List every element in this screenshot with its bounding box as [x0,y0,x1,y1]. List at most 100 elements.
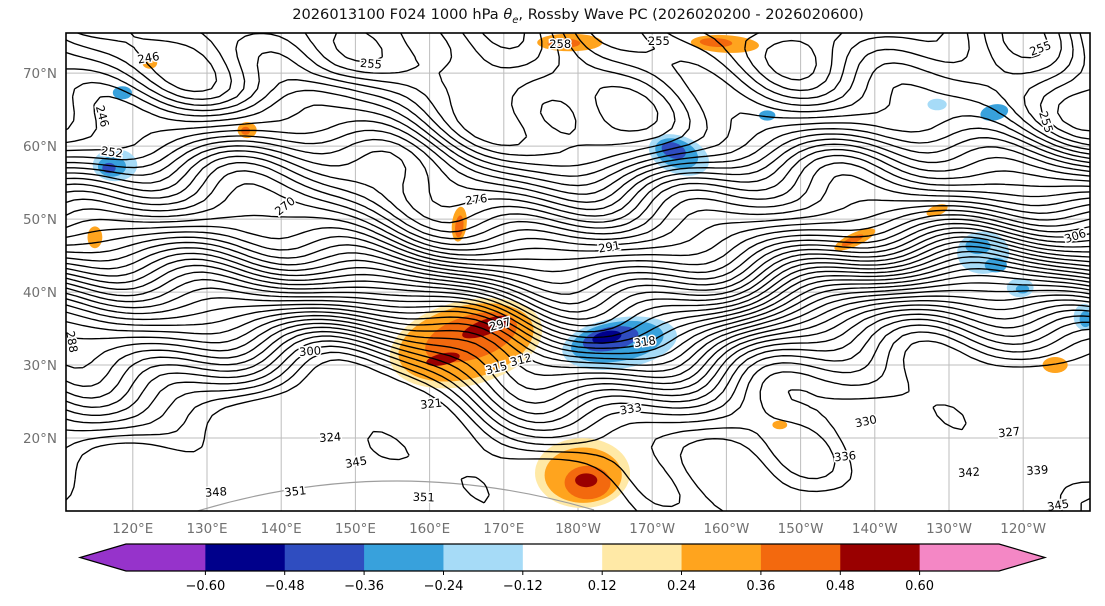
shaded-region [592,330,622,345]
contour-level-243 [66,33,1090,167]
contour-level-351 [66,324,1090,446]
contour-level-267 [66,148,1090,233]
contour-level-237 [66,33,1090,147]
shaded-region [759,110,776,121]
shaded-region [1042,357,1068,373]
contour-label: 321 [419,396,442,412]
contour-label: 330 [854,412,878,430]
plot-frame [65,32,1091,512]
colorbar-tick-label: −0.24 [424,579,464,594]
chart-title: 2026013100 F024 1000 hPa θe, Rossby Wave… [66,6,1090,26]
contour-level-348 [66,318,1090,439]
plot-border [65,32,1091,512]
contour-level-249 [66,33,1090,187]
shaded-region [112,86,132,100]
colorbar-segment [364,544,444,571]
contour-label: 351 [284,483,307,499]
colorbar-tick-label: 0.36 [746,579,775,594]
contour-label: 255 [359,56,382,72]
shaded-region [1015,284,1030,294]
x-tick-label: 130°W [926,521,972,537]
contour-level-300 [66,231,1090,320]
shaded-region [142,57,158,69]
contour-level-261 [66,138,1090,217]
colorbar-segment [840,544,921,571]
contour-level-231 [481,33,526,50]
contour-level-240 [66,33,1090,157]
contour-level-321 [66,268,1090,360]
contour-lines [66,33,1090,511]
colorbar-segment [681,544,762,571]
contour-level-309 [66,245,1090,339]
colorbar-tick-label: 0.60 [905,579,934,594]
x-tick-label: 170°E [483,521,524,537]
decorative-arc [195,480,595,511]
shaded-region [980,104,1009,121]
contour-level-315 [66,256,1090,349]
title-suffix: , Rossby Wave PC (2026020200 - 202602060… [518,6,864,23]
contour-label: 255 [648,34,670,48]
colorbar-tick-label: −0.12 [503,579,543,594]
theta-e-symbol: θe [503,6,519,26]
contour-level-354 [66,331,1090,511]
contour-label: 345 [344,453,368,471]
x-tick-label: 140°E [261,521,302,537]
colorbar-outline [77,543,1048,572]
colorbar-segment [760,544,841,571]
contour-level-279 [66,183,1090,256]
colorbar: −0.60 −0.48 −0.36 −0.24 −0.12 0.12 0.24 0.36 0.4… [77,543,1048,594]
colorbar-segment [919,544,1000,571]
contour-label: 300 [299,343,322,358]
contour-level-255 [66,120,1090,203]
contour-label: 342 [958,465,981,480]
contour-level-303 [66,236,1090,327]
colorbar-tick-label: 0.48 [826,579,855,594]
contour-level-291 [66,218,1090,295]
contour-level-252 [66,104,1090,195]
contour-label: 258 [549,37,571,51]
contour-level-294 [66,222,1090,305]
contour-level-357 [66,340,1090,511]
contour-label: 276 [464,191,488,208]
x-tick-label: 150°W [778,521,824,537]
y-tick-label: 40°N [23,285,57,301]
contour-level-333 [66,294,1090,391]
y-tick-label: 50°N [23,212,57,228]
x-tick-label: 120°W [1000,521,1046,537]
contour-level-345 [66,313,1090,431]
colorbar-tick-label: 0.12 [588,579,617,594]
contour-label: 255 [1028,38,1053,59]
x-tick-label: 140°W [852,521,898,537]
shaded-region [699,38,733,47]
contour-level-297 [66,227,1090,313]
contour-level-285 [66,209,1090,273]
y-tick-label: 20°N [23,431,57,447]
contour-label: 255 [1036,109,1056,134]
x-tick-label: 180°W [555,521,601,537]
colorbar-tick-label: 0.24 [667,579,696,594]
contour-label: 291 [597,238,621,256]
y-tick-label: 30°N [23,358,57,374]
contour-level-339 [66,304,1090,415]
colorbar-segment [522,544,603,571]
colorbar-segment [602,544,683,571]
contour-label: 327 [997,424,1020,440]
contour-label: 306 [1063,226,1088,246]
contour-level-318 [66,261,1090,355]
colorbar-tick-label: −0.48 [265,579,305,594]
shaded-region [772,420,788,430]
shaded-region [927,98,947,111]
contour-level-282 [66,205,1090,261]
colorbar-segment [205,544,286,571]
contour-level-324 [66,274,1090,366]
x-tick-label: 120°E [112,521,153,537]
x-tick-label: 170°W [629,521,675,537]
contour-level-273 [66,162,1090,246]
axis-tick-labels: 120°E 130°E 140°E 150°E 160°E 170°E 180°W 170°W… [23,66,1046,537]
shaded-region [462,315,510,339]
contour-level-246 [66,33,1090,177]
contour-label: 312 [509,350,534,369]
title-prefix: 2026013100 F024 1000 hPa [292,6,504,23]
contour-label: 270 [272,194,298,219]
